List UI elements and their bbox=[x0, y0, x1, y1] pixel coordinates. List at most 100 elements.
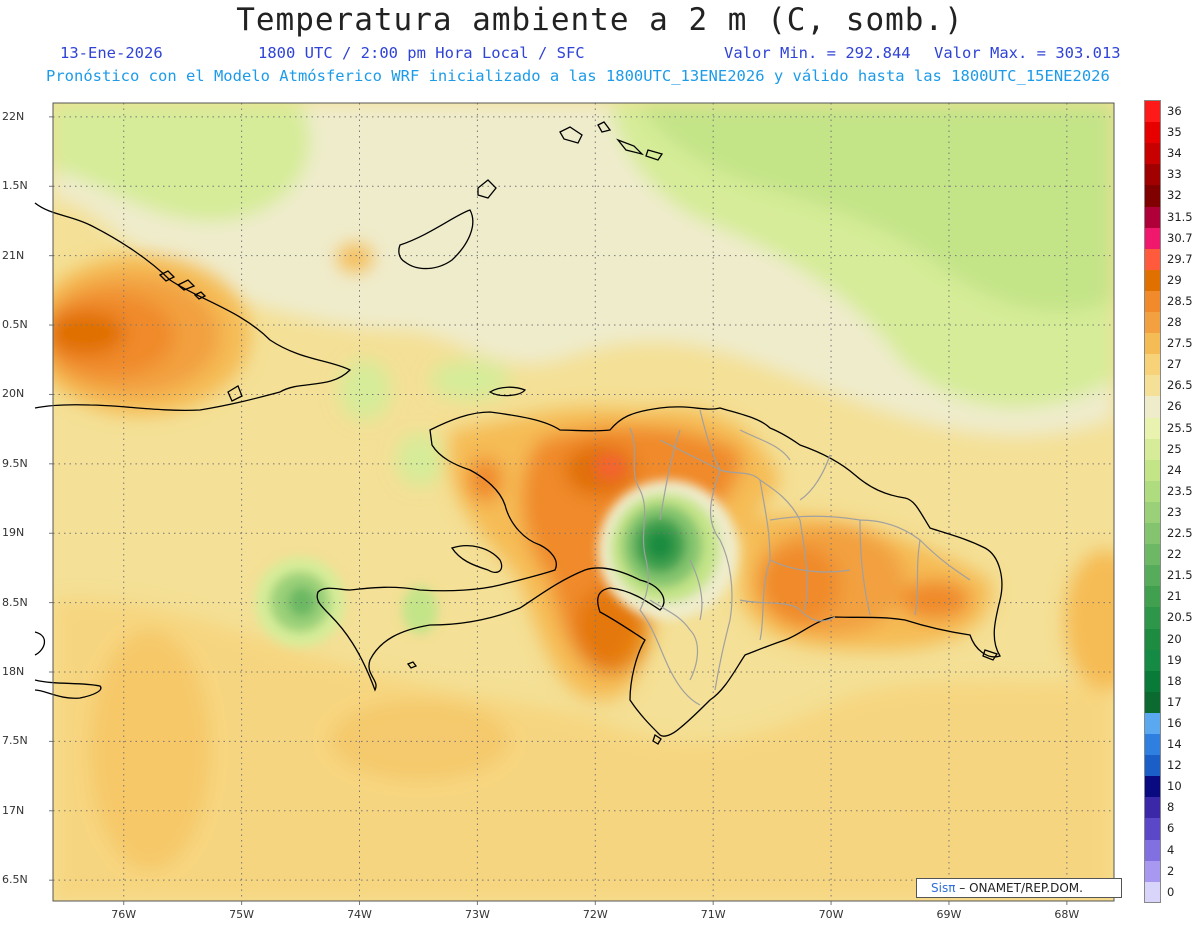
lon-tick-label: 76W bbox=[111, 908, 137, 921]
colorbar-swatch bbox=[1145, 101, 1160, 123]
colorbar-label: 24 bbox=[1167, 462, 1182, 477]
colorbar-swatch bbox=[1145, 354, 1160, 376]
colorbar-swatch bbox=[1145, 227, 1160, 250]
colorbar-swatch bbox=[1145, 438, 1160, 461]
lat-tick-label: 22N bbox=[2, 109, 25, 123]
colorbar-swatch bbox=[1145, 248, 1160, 271]
colorbar-swatch bbox=[1145, 649, 1160, 672]
field-27-5-sw bbox=[90, 630, 210, 870]
lat-tick-label: 9.5N bbox=[2, 456, 28, 470]
colorbar-swatch bbox=[1145, 586, 1160, 608]
colorbar-label: 23 bbox=[1167, 504, 1182, 519]
colorbar-swatch bbox=[1145, 501, 1160, 524]
colorbar-label: 29 bbox=[1167, 272, 1182, 287]
colorbar-swatch bbox=[1145, 797, 1160, 819]
colorbar-label: 20 bbox=[1167, 631, 1182, 646]
great-inagua bbox=[477, 179, 497, 199]
colorbar-swatch bbox=[1145, 164, 1160, 186]
colorbar-swatch bbox=[1145, 839, 1160, 862]
colorbar-label: 2 bbox=[1167, 863, 1175, 878]
field-sw-24 bbox=[402, 586, 438, 634]
lon-tick-label: 74W bbox=[347, 908, 372, 921]
lat-tick-label: 8.5N bbox=[2, 595, 28, 609]
colorbar-label: 8 bbox=[1167, 800, 1175, 815]
forecast-note: Pronóstico con el Modelo Atmósferico WRF… bbox=[46, 67, 1110, 85]
colorbar-swatch bbox=[1145, 290, 1160, 313]
colorbar-label: 0 bbox=[1167, 884, 1175, 899]
colorbar-swatch bbox=[1145, 712, 1160, 735]
colorbar-label: 27 bbox=[1167, 357, 1182, 372]
colorbar-label: 10 bbox=[1167, 779, 1182, 794]
colorbar-label: 31.5 bbox=[1167, 209, 1193, 224]
colorbar-swatch bbox=[1145, 628, 1160, 651]
colorbar-label: 30.7 bbox=[1167, 230, 1193, 245]
colorbar-label: 29.7 bbox=[1167, 251, 1193, 266]
lon-tick-label: 69W bbox=[936, 908, 962, 921]
colorbar-label: 21.5 bbox=[1167, 568, 1193, 583]
colorbar-label: 16 bbox=[1167, 715, 1182, 730]
credit-box: Sisπ – ONAMET/REP.DOM. bbox=[916, 878, 1122, 898]
colorbar-label: 35 bbox=[1167, 125, 1182, 140]
colorbar-swatch bbox=[1145, 734, 1160, 756]
colorbar-swatch bbox=[1145, 776, 1160, 798]
colorbar-swatch bbox=[1145, 691, 1160, 714]
colorbar-label: 32 bbox=[1167, 188, 1182, 203]
lon-tick-label: 70W bbox=[818, 908, 844, 921]
colorbar-label: 14 bbox=[1167, 737, 1182, 751]
field-dr-east-28-5 bbox=[760, 545, 840, 625]
lon-tick-label: 73W bbox=[464, 908, 490, 921]
colorbar-label: 22.5 bbox=[1167, 526, 1193, 540]
colorbar-label: 6 bbox=[1167, 821, 1175, 836]
colorbar-label: 20.5 bbox=[1167, 610, 1193, 625]
field-25-nw bbox=[53, 103, 311, 222]
gonave-island bbox=[450, 545, 503, 574]
lon-tick-label: 75W bbox=[229, 908, 255, 921]
coastlines bbox=[34, 121, 1003, 745]
colorbar-label: 25 bbox=[1167, 441, 1182, 456]
max-value: Valor Max. = 303.013 bbox=[934, 44, 1121, 62]
colorbar-swatch bbox=[1145, 860, 1160, 883]
colorbar-label: 4 bbox=[1167, 842, 1175, 857]
colorbar-label: 21 bbox=[1167, 589, 1182, 604]
credit-brand: Sisπ bbox=[931, 881, 956, 895]
colorbar-swatch bbox=[1145, 607, 1160, 629]
colorbar-label: 28 bbox=[1167, 315, 1182, 329]
lon-tick-label: 68W bbox=[1054, 908, 1080, 921]
lat-tick-label: 0.5N bbox=[2, 318, 28, 332]
field-cuba-29 bbox=[53, 311, 125, 355]
colorbar-swatch bbox=[1145, 312, 1160, 334]
lon-tick-label: 71W bbox=[700, 908, 726, 921]
colorbar-swatch bbox=[1145, 375, 1160, 397]
colorbar-swatch bbox=[1145, 333, 1160, 355]
colorbar-label: 33 bbox=[1167, 167, 1182, 182]
field-sw-22 bbox=[288, 587, 316, 617]
colorbar-swatch bbox=[1145, 122, 1160, 144]
cuba-coast-north bbox=[34, 202, 352, 411]
colorbar-swatch bbox=[1145, 670, 1160, 693]
field-hisp-29-7 bbox=[596, 457, 624, 477]
field-24-ne bbox=[640, 103, 1114, 313]
map-title: Temperatura ambiente a 2 m (C, somb.) bbox=[236, 2, 964, 38]
colorbar-label: 27.5 bbox=[1167, 336, 1193, 351]
lon-tick-label: 72W bbox=[582, 908, 608, 921]
field-25-haiti bbox=[396, 434, 444, 486]
jamaica-fragment bbox=[34, 631, 102, 699]
lat-tick-label: 21N bbox=[2, 248, 25, 262]
field-dr-se bbox=[900, 580, 970, 620]
lat-tick-label: 7.5N bbox=[2, 734, 28, 748]
navassa bbox=[406, 661, 418, 669]
lat-tick-label: 6.5N bbox=[2, 873, 28, 887]
field-25-windward bbox=[339, 360, 391, 420]
field-cool-20 bbox=[646, 530, 674, 560]
colorbar-label: 22 bbox=[1167, 547, 1182, 562]
colorbar-swatch bbox=[1145, 396, 1160, 418]
colorbar-swatch bbox=[1145, 818, 1160, 840]
colorbar-swatch bbox=[1145, 417, 1160, 440]
colorbar-swatch bbox=[1145, 185, 1160, 207]
lat-tick-label: 19N bbox=[2, 526, 25, 540]
colorbar-label: 23.5 bbox=[1167, 483, 1193, 498]
bahamas-south bbox=[398, 209, 474, 270]
colorbar-swatch bbox=[1145, 143, 1160, 165]
credit-agency: – ONAMET/REP.DOM. bbox=[955, 881, 1083, 895]
